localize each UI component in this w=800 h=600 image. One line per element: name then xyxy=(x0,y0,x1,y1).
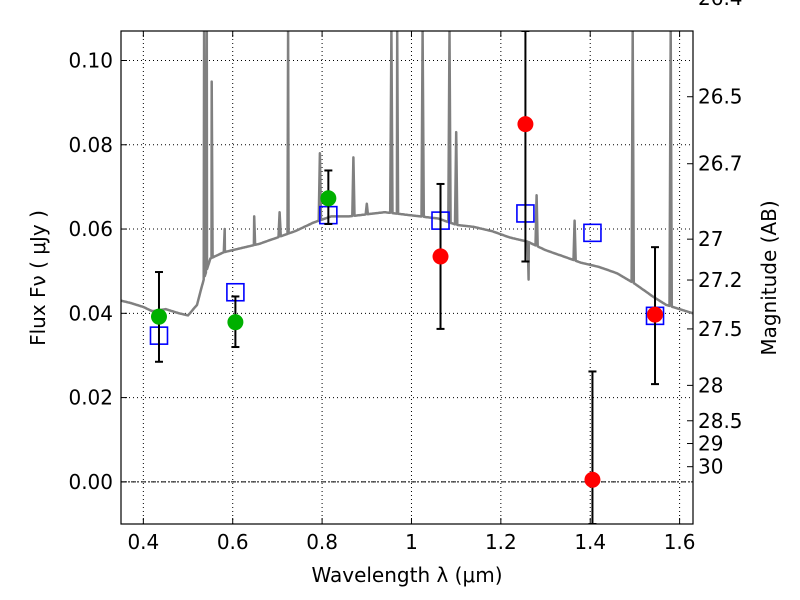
y-tick-label: 0.10 xyxy=(68,48,113,72)
y-tick-label: 0.06 xyxy=(68,217,113,241)
x-tick-label: 1.6 xyxy=(664,530,696,554)
observed-photometry-layer xyxy=(150,31,664,524)
y2-tick-label: 29 xyxy=(698,432,723,456)
y-axis-ticks: 0.00 0.02 0.04 0.06 0.08 0.10 xyxy=(68,48,127,494)
y-tick-label: 0.02 xyxy=(68,386,113,410)
y2-tick-label: 28 xyxy=(698,373,723,397)
y2-tick-label: 26.7 xyxy=(698,152,743,176)
plot-frame xyxy=(120,30,694,525)
x-tick-label: 1.4 xyxy=(574,530,606,554)
x-tick-label: 1.2 xyxy=(485,530,517,554)
observed-green-point xyxy=(150,308,167,325)
y-tick-label: 0.04 xyxy=(68,301,113,325)
y2-tick-label: 28.5 xyxy=(698,409,743,433)
x-axis-label: Wavelength λ (μm) xyxy=(311,563,502,587)
x-tick-label: 0.6 xyxy=(217,530,249,554)
y-tick-label: 0.00 xyxy=(68,470,113,494)
plot-area-background xyxy=(121,31,693,524)
y2-tick-label: 30 xyxy=(698,455,723,479)
y-axis-label: Flux Fν ( μJy ) xyxy=(26,210,50,346)
observed-red-point xyxy=(584,471,601,488)
y2-tick-label: 27.2 xyxy=(698,268,743,292)
x-tick-label: 0.8 xyxy=(306,530,338,554)
y-tick-label: 0.08 xyxy=(68,133,113,157)
model-photometry-square xyxy=(583,223,602,243)
y2-tick-label: 26.5 xyxy=(698,85,743,109)
x-tick-label: 0.4 xyxy=(127,530,159,554)
observed-red-point xyxy=(517,116,534,133)
y2-tick-label: 27 xyxy=(698,227,723,251)
y2-tick-label: 26.4 xyxy=(698,0,743,10)
x-axis-ticks: 0.4 0.6 0.8 1 1.2 1.4 1.6 xyxy=(127,31,696,554)
observed-green-point xyxy=(320,190,337,207)
model-spectrum-line xyxy=(121,31,693,317)
observed-red-point xyxy=(432,248,449,265)
observed-green-point xyxy=(227,314,244,331)
spectrum-layer xyxy=(121,31,693,317)
y2-tick-label: 27.5 xyxy=(698,317,743,341)
x-tick-label: 1 xyxy=(405,530,418,554)
observed-red-point xyxy=(647,306,664,323)
y2-axis-label: Magnitude (AB) xyxy=(757,200,781,355)
